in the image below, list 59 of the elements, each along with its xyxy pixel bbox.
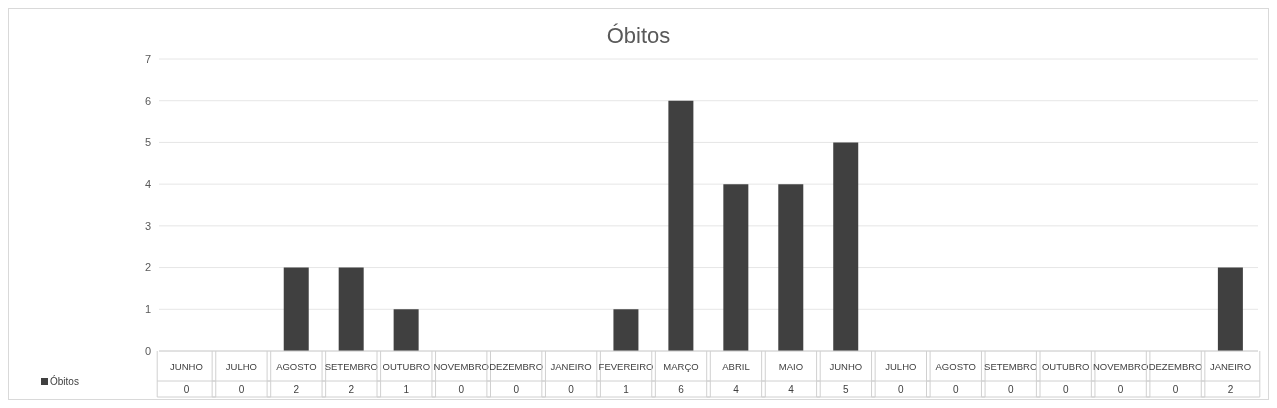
x-tick-label: DEZEMBRO xyxy=(489,361,544,372)
x-tick-label: MARÇO xyxy=(663,361,699,372)
y-tick-label: 3 xyxy=(144,219,151,232)
bar xyxy=(723,184,749,351)
data-label: 0 xyxy=(568,384,575,395)
x-tick-label: JULHO xyxy=(225,361,257,372)
y-tick-label: 0 xyxy=(144,344,151,357)
data-label: 0 xyxy=(1007,384,1014,395)
x-tick-label: AGOSTO xyxy=(935,361,977,372)
x-tick-label: ABRIL xyxy=(722,361,750,372)
bar xyxy=(833,142,859,351)
data-label: 1 xyxy=(403,384,410,395)
bar xyxy=(283,267,309,351)
x-tick-label: AGOSTO xyxy=(276,361,317,372)
y-tick-label: 6 xyxy=(144,94,151,107)
data-label: 2 xyxy=(348,384,355,395)
x-tick-label: DEZEMBRO xyxy=(1148,361,1203,372)
y-tick-label: 1 xyxy=(144,303,151,316)
y-tick-label: 2 xyxy=(144,261,151,274)
x-tick-label: OUTUBRO xyxy=(382,361,431,372)
bar xyxy=(338,267,364,351)
x-tick-label: SETEMBRO xyxy=(984,361,1038,372)
data-label: 2 xyxy=(1227,384,1234,395)
x-tick-label: SETEMBRO xyxy=(324,361,378,372)
chart-title: Óbitos xyxy=(605,23,672,49)
x-tick-label: NOVEMBRO xyxy=(433,361,489,372)
data-label: 6 xyxy=(678,384,685,395)
x-tick-label: JULHO xyxy=(885,361,917,372)
bar xyxy=(393,309,419,351)
data-label: 0 xyxy=(1117,384,1124,395)
data-label: 0 xyxy=(238,384,245,395)
data-label: 0 xyxy=(513,384,520,395)
x-tick-label: NOVEMBRO xyxy=(1092,361,1149,372)
bar xyxy=(668,100,694,351)
x-tick-label: FEVEREIRO xyxy=(598,361,654,372)
data-label: 5 xyxy=(843,384,850,395)
bar xyxy=(613,309,639,351)
legend-label: Óbitos xyxy=(49,376,79,387)
y-tick-label: 5 xyxy=(144,136,151,149)
x-tick-label: JANEIRO xyxy=(1209,361,1252,372)
x-tick-label: JANEIRO xyxy=(550,361,592,372)
data-label: 2 xyxy=(293,384,300,395)
y-tick-label: 7 xyxy=(144,52,151,65)
x-tick-label: MAIO xyxy=(778,361,804,372)
data-label: 0 xyxy=(183,384,190,395)
data-label: 0 xyxy=(1172,384,1179,395)
data-label: 4 xyxy=(733,384,740,395)
x-tick-label: JUNHO xyxy=(829,361,863,372)
bar xyxy=(778,184,804,351)
data-label: 0 xyxy=(458,384,465,395)
data-label: 1 xyxy=(623,384,630,395)
x-tick-label: JUNHO xyxy=(170,361,203,372)
data-label: 0 xyxy=(952,384,959,395)
data-label: 4 xyxy=(788,384,795,395)
bar xyxy=(1217,267,1243,351)
y-tick-label: 4 xyxy=(144,178,151,191)
data-label: 0 xyxy=(1062,384,1069,395)
data-label: 0 xyxy=(898,384,905,395)
x-tick-label: OUTUBRO xyxy=(1041,361,1090,372)
